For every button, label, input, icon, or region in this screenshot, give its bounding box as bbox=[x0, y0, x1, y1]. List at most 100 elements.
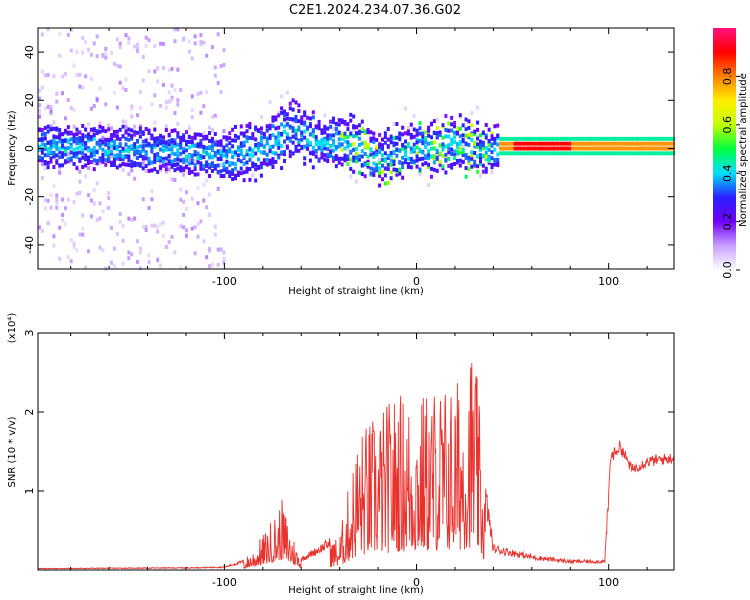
heatmap-cell bbox=[43, 106, 47, 111]
heatmap-cell bbox=[429, 141, 433, 146]
heatmap-cell bbox=[314, 137, 318, 142]
heatmap-cell bbox=[395, 168, 399, 173]
heatmap-cell bbox=[282, 124, 286, 129]
heatmap-cell bbox=[86, 146, 90, 151]
heatmap-cell bbox=[412, 127, 416, 132]
heatmap-cell bbox=[265, 124, 269, 129]
heatmap-cell bbox=[352, 169, 356, 174]
heatmap-cell bbox=[216, 262, 220, 267]
heatmap-cell bbox=[568, 141, 572, 146]
heatmap-cell bbox=[196, 222, 200, 227]
heatmap-cell bbox=[582, 141, 586, 146]
heatmap-cell bbox=[340, 132, 344, 137]
heatmap-cell bbox=[150, 143, 154, 148]
heatmap-cell bbox=[257, 141, 261, 146]
heatmap-cell bbox=[205, 169, 209, 174]
heatmap-cell bbox=[107, 135, 111, 140]
heatmap-cell bbox=[133, 176, 137, 181]
heatmap-cell bbox=[58, 163, 62, 168]
heatmap-cell bbox=[294, 119, 298, 124]
heatmap-cell bbox=[651, 151, 655, 156]
heatmap-cell bbox=[150, 102, 154, 107]
heatmap-cell bbox=[395, 147, 399, 152]
heatmap-cell bbox=[233, 166, 237, 171]
heatmap-cell bbox=[288, 106, 292, 111]
heatmap-cell bbox=[179, 145, 183, 150]
heatmap-cell bbox=[427, 156, 431, 161]
heatmap-cell bbox=[170, 142, 174, 147]
heatmap-cell bbox=[300, 137, 304, 142]
heatmap-cell bbox=[602, 141, 606, 146]
heatmap-cell bbox=[187, 49, 191, 54]
heatmap-cell bbox=[202, 131, 206, 136]
heatmap-cell bbox=[144, 143, 148, 148]
heatmap-cell bbox=[86, 132, 90, 137]
heatmap-cell bbox=[519, 136, 523, 141]
heatmap-cell bbox=[40, 85, 44, 90]
heatmap-cell bbox=[343, 153, 347, 158]
heatmap-cell bbox=[199, 110, 203, 115]
heatmap-cell bbox=[182, 150, 186, 155]
heatmap-cell bbox=[334, 145, 338, 150]
heatmap-cell bbox=[95, 161, 99, 166]
heatmap-cell bbox=[458, 151, 462, 156]
heatmap-cell bbox=[585, 151, 589, 156]
heatmap-cell bbox=[112, 61, 116, 66]
heatmap-cell bbox=[375, 147, 379, 152]
heatmap-cell bbox=[447, 121, 451, 126]
heatmap-cell bbox=[285, 116, 289, 121]
heatmap-cell bbox=[127, 162, 131, 167]
heatmap-cell bbox=[490, 143, 494, 148]
heatmap-cell bbox=[179, 87, 183, 92]
heatmap-cell bbox=[196, 159, 200, 164]
heatmap-cell bbox=[311, 129, 315, 134]
heatmap-cell bbox=[92, 158, 96, 163]
heatmap-cell bbox=[346, 140, 350, 145]
heatmap-cell bbox=[666, 136, 670, 141]
heatmap-cell bbox=[288, 101, 292, 106]
heatmap-cell bbox=[288, 154, 292, 159]
heatmap-cell bbox=[153, 44, 157, 49]
heatmap-cell bbox=[118, 137, 122, 142]
heatmap-cell bbox=[52, 183, 56, 188]
heatmap-cell bbox=[527, 136, 531, 141]
heatmap-cell bbox=[268, 133, 272, 138]
heatmap-cell bbox=[104, 152, 108, 157]
heatmap-cell bbox=[363, 144, 367, 149]
heatmap-cell bbox=[331, 158, 335, 163]
heatmap-cell bbox=[447, 163, 451, 168]
heatmap-cell bbox=[372, 167, 376, 172]
heatmap-cell bbox=[184, 233, 188, 238]
heatmap-cell bbox=[435, 125, 439, 130]
heatmap-cell bbox=[167, 90, 171, 95]
heatmap-cell bbox=[306, 146, 310, 151]
heatmap-cell bbox=[481, 163, 485, 168]
heatmap-cell bbox=[476, 164, 480, 169]
heatmap-cell bbox=[49, 192, 53, 197]
heatmap-cell bbox=[314, 154, 318, 159]
heatmap-cell bbox=[61, 132, 65, 137]
heatmap-cell bbox=[61, 143, 65, 148]
heatmap-cell bbox=[649, 151, 653, 156]
heatmap-cell bbox=[458, 126, 462, 131]
heatmap-cell bbox=[66, 32, 70, 37]
heatmap-cell bbox=[441, 146, 445, 151]
heatmap-cell bbox=[118, 153, 122, 158]
heatmap-cell bbox=[52, 134, 56, 139]
heatmap-cell bbox=[432, 130, 436, 135]
heatmap-cell bbox=[669, 136, 673, 141]
heatmap-cell bbox=[75, 248, 79, 253]
heatmap-cell bbox=[360, 172, 364, 177]
heatmap-cell bbox=[86, 193, 90, 198]
heatmap-cell bbox=[470, 123, 474, 128]
heatmap-cell bbox=[92, 136, 96, 141]
heatmap-cell bbox=[239, 159, 243, 164]
heatmap-cell bbox=[424, 154, 428, 159]
heatmap-cell bbox=[533, 141, 537, 146]
heatmap-cell bbox=[52, 151, 56, 156]
heatmap-cell bbox=[81, 50, 85, 55]
heatmap-cell bbox=[104, 55, 108, 60]
heatmap-cell bbox=[213, 131, 217, 136]
heatmap-cell bbox=[219, 64, 223, 69]
